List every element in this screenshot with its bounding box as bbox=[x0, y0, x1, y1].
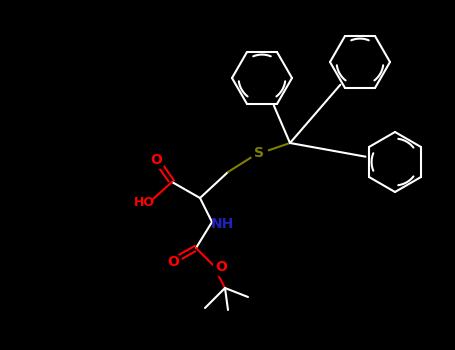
Text: NH: NH bbox=[210, 217, 233, 231]
Text: O: O bbox=[167, 255, 179, 269]
Text: O: O bbox=[215, 260, 227, 274]
Text: S: S bbox=[254, 146, 264, 160]
Text: HO: HO bbox=[133, 196, 155, 209]
Text: O: O bbox=[150, 153, 162, 167]
